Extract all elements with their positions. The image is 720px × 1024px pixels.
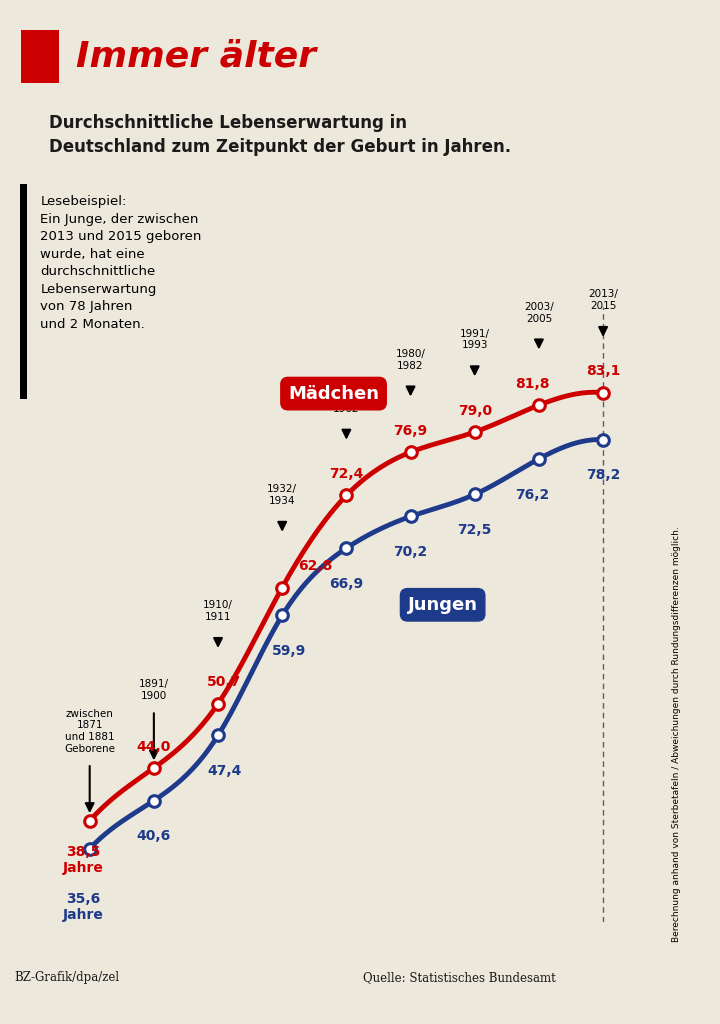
Bar <box>20 184 27 399</box>
Point <box>276 607 288 624</box>
Text: 1960/
1962: 1960/ 1962 <box>331 392 361 414</box>
Point <box>212 727 224 743</box>
Text: 1991/
1993: 1991/ 1993 <box>460 329 490 350</box>
Point <box>84 813 96 829</box>
Text: 72,5: 72,5 <box>457 523 492 538</box>
Text: 79,0: 79,0 <box>458 403 492 418</box>
Text: 40,6: 40,6 <box>137 829 171 844</box>
Text: 78,2: 78,2 <box>586 469 620 482</box>
Point <box>405 444 416 461</box>
Text: 59,9: 59,9 <box>271 644 306 658</box>
Text: 62,8: 62,8 <box>298 559 333 573</box>
Text: 1891/
1900: 1891/ 1900 <box>139 679 169 700</box>
Text: Immer älter: Immer älter <box>76 40 316 74</box>
Point <box>469 424 480 440</box>
Text: Durchschnittliche Lebenserwartung in
Deutschland zum Zeitpunkt der Geburt in Jah: Durchschnittliche Lebenserwartung in Deu… <box>49 115 510 156</box>
Text: 72,4: 72,4 <box>329 467 364 481</box>
Point <box>598 431 609 447</box>
Text: Jungen: Jungen <box>408 596 477 613</box>
Text: 2003/
2005: 2003/ 2005 <box>524 302 554 324</box>
Text: 35,6
Jahre: 35,6 Jahre <box>63 892 104 922</box>
Text: zwischen
1871
und 1881
Geborene: zwischen 1871 und 1881 Geborene <box>64 709 115 754</box>
Text: 50,7: 50,7 <box>207 675 242 689</box>
Point <box>405 508 416 524</box>
Text: 1980/
1982: 1980/ 1982 <box>395 349 426 371</box>
Text: Berechnung anhand von Sterbetafeln / Abweichungen durch Rundungsdifferenzen mögl: Berechnung anhand von Sterbetafeln / Abw… <box>672 526 681 942</box>
Text: 47,4: 47,4 <box>207 764 242 778</box>
Point <box>598 384 609 400</box>
Point <box>469 486 480 503</box>
Text: 2013/
2015: 2013/ 2015 <box>588 290 618 311</box>
Point <box>84 841 96 857</box>
Text: 66,9: 66,9 <box>329 577 364 591</box>
Text: 76,9: 76,9 <box>394 424 428 438</box>
Text: 1910/
1911: 1910/ 1911 <box>203 600 233 622</box>
Point <box>148 793 160 809</box>
Text: Mädchen: Mädchen <box>288 385 379 402</box>
Text: 38,5
Jahre: 38,5 Jahre <box>63 845 104 874</box>
Text: 1932/
1934: 1932/ 1934 <box>267 484 297 506</box>
Text: BZ-Grafik/dpa/zel: BZ-Grafik/dpa/zel <box>14 972 120 984</box>
Text: 44,0: 44,0 <box>137 739 171 754</box>
Point <box>341 487 352 504</box>
Point <box>533 397 544 414</box>
Point <box>276 580 288 596</box>
Point <box>212 695 224 712</box>
Text: 83,1: 83,1 <box>586 365 620 378</box>
Text: 76,2: 76,2 <box>516 487 549 502</box>
Bar <box>22 31 59 83</box>
Text: Lesebeispiel:
Ein Junge, der zwischen
2013 und 2015 geboren
wurde, hat eine
durc: Lesebeispiel: Ein Junge, der zwischen 20… <box>40 196 202 331</box>
Point <box>148 760 160 776</box>
Point <box>341 540 352 556</box>
Text: 81,8: 81,8 <box>516 377 550 391</box>
Point <box>533 451 544 467</box>
Text: 70,2: 70,2 <box>393 545 428 559</box>
Text: Quelle: Statistisches Bundesamt: Quelle: Statistisches Bundesamt <box>363 972 556 984</box>
